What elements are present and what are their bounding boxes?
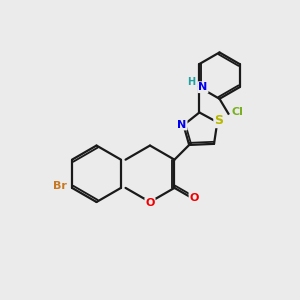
Text: H: H [187,77,195,87]
Text: S: S [214,114,223,127]
Text: N: N [198,82,208,92]
Text: Br: Br [52,182,67,191]
Text: N: N [177,119,187,130]
Text: O: O [145,199,155,208]
Text: Cl: Cl [231,107,243,117]
Text: O: O [190,193,199,202]
